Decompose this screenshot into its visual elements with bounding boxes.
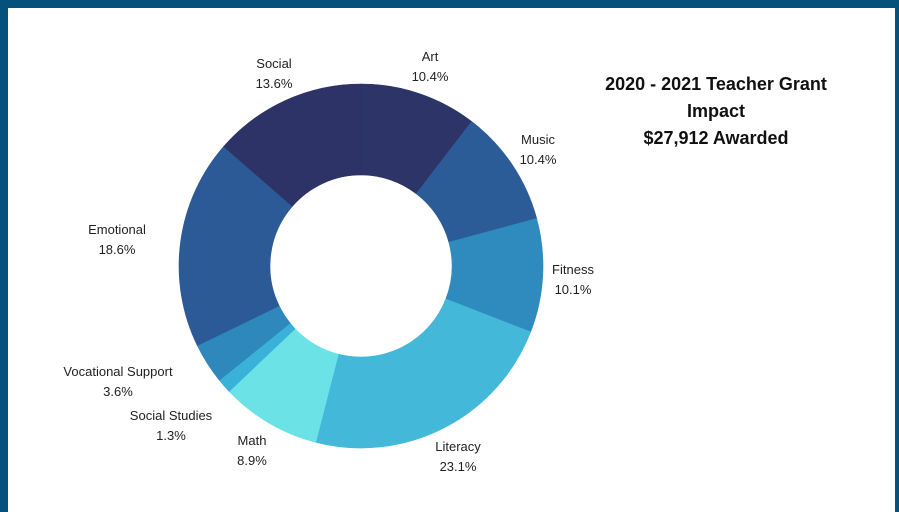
slice-name: Fitness (552, 262, 594, 277)
chart-title-line-3: $27,912 Awarded (643, 128, 789, 148)
slice-label-emotional: Emotional 18.6% (88, 220, 146, 260)
slice-name: Vocational Support (63, 364, 173, 379)
slice-label-literacy: Literacy 23.1% (435, 437, 481, 477)
slice-social (223, 83, 362, 207)
chart-title-line-1: 2020 - 2021 Teacher Grant (605, 74, 827, 94)
slice-percent: 10.4% (411, 69, 449, 84)
slice-name: Social Studies (129, 408, 213, 423)
slice-label-social-studies: Social Studies 1.3% (130, 406, 212, 446)
slice-label-art: Art 10.4% (412, 47, 449, 87)
slice-label-vocational-support: Vocational Support 3.6% (63, 362, 172, 402)
slice-percent: 10.1% (554, 282, 592, 297)
slice-label-math: Math 8.9% (237, 431, 267, 471)
frame-top-border (0, 0, 899, 8)
slice-name: Art (421, 49, 439, 64)
slice-name: Emotional (88, 222, 146, 237)
chart-title-line-2: Impact (686, 101, 746, 121)
slice-name: Social (256, 56, 292, 71)
slice-label-music: Music 10.4% (520, 130, 557, 170)
slice-name: Literacy (435, 439, 481, 454)
slice-percent: 18.6% (98, 242, 136, 257)
slice-label-social: Social 13.6% (256, 54, 293, 94)
slice-percent: 1.3% (156, 428, 186, 443)
slice-percent: 3.6% (103, 384, 133, 399)
slice-percent: 13.6% (255, 76, 293, 91)
slice-percent: 10.4% (519, 152, 557, 167)
slice-label-fitness: Fitness 10.1% (552, 260, 594, 300)
slice-name: Music (521, 132, 555, 147)
slice-percent: 23.1% (439, 459, 477, 474)
slice-emotional (178, 146, 293, 346)
slice-percent: 8.9% (237, 453, 267, 468)
slice-literacy (315, 298, 532, 449)
frame-left-border (0, 0, 8, 512)
chart-title: 2020 - 2021 Teacher Grant Impact $27,912… (605, 71, 827, 152)
slice-name: Math (237, 433, 267, 448)
frame-right-border (895, 0, 899, 512)
